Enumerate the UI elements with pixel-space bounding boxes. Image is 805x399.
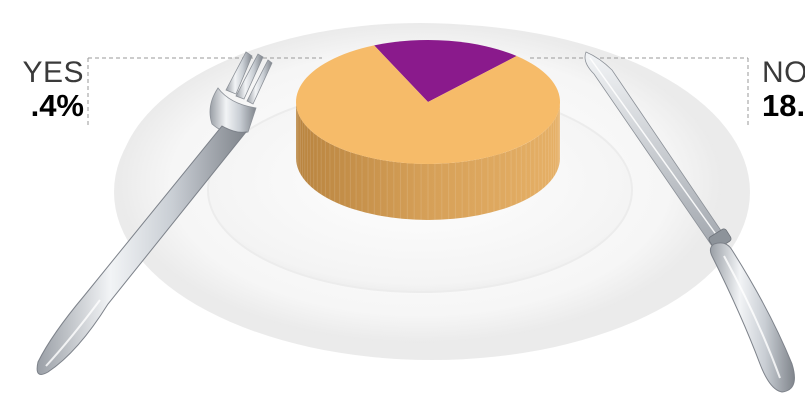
pie-slice-yes (295, 45, 560, 164)
fork-icon (36, 51, 273, 375)
label-yes-name: YES (22, 56, 84, 89)
pie-chart (295, 40, 561, 220)
knife-icon (584, 51, 795, 393)
label-no-value: 18. (762, 88, 805, 123)
label-no-name: NO (762, 56, 805, 89)
leader-lines (87, 57, 749, 128)
pie-slice-no (374, 40, 517, 102)
pie-side-yes (296, 102, 560, 220)
label-yes-value: .4% (30, 88, 84, 123)
label-yes: YES .4% (22, 56, 84, 123)
label-no: NO 18. (762, 56, 805, 123)
